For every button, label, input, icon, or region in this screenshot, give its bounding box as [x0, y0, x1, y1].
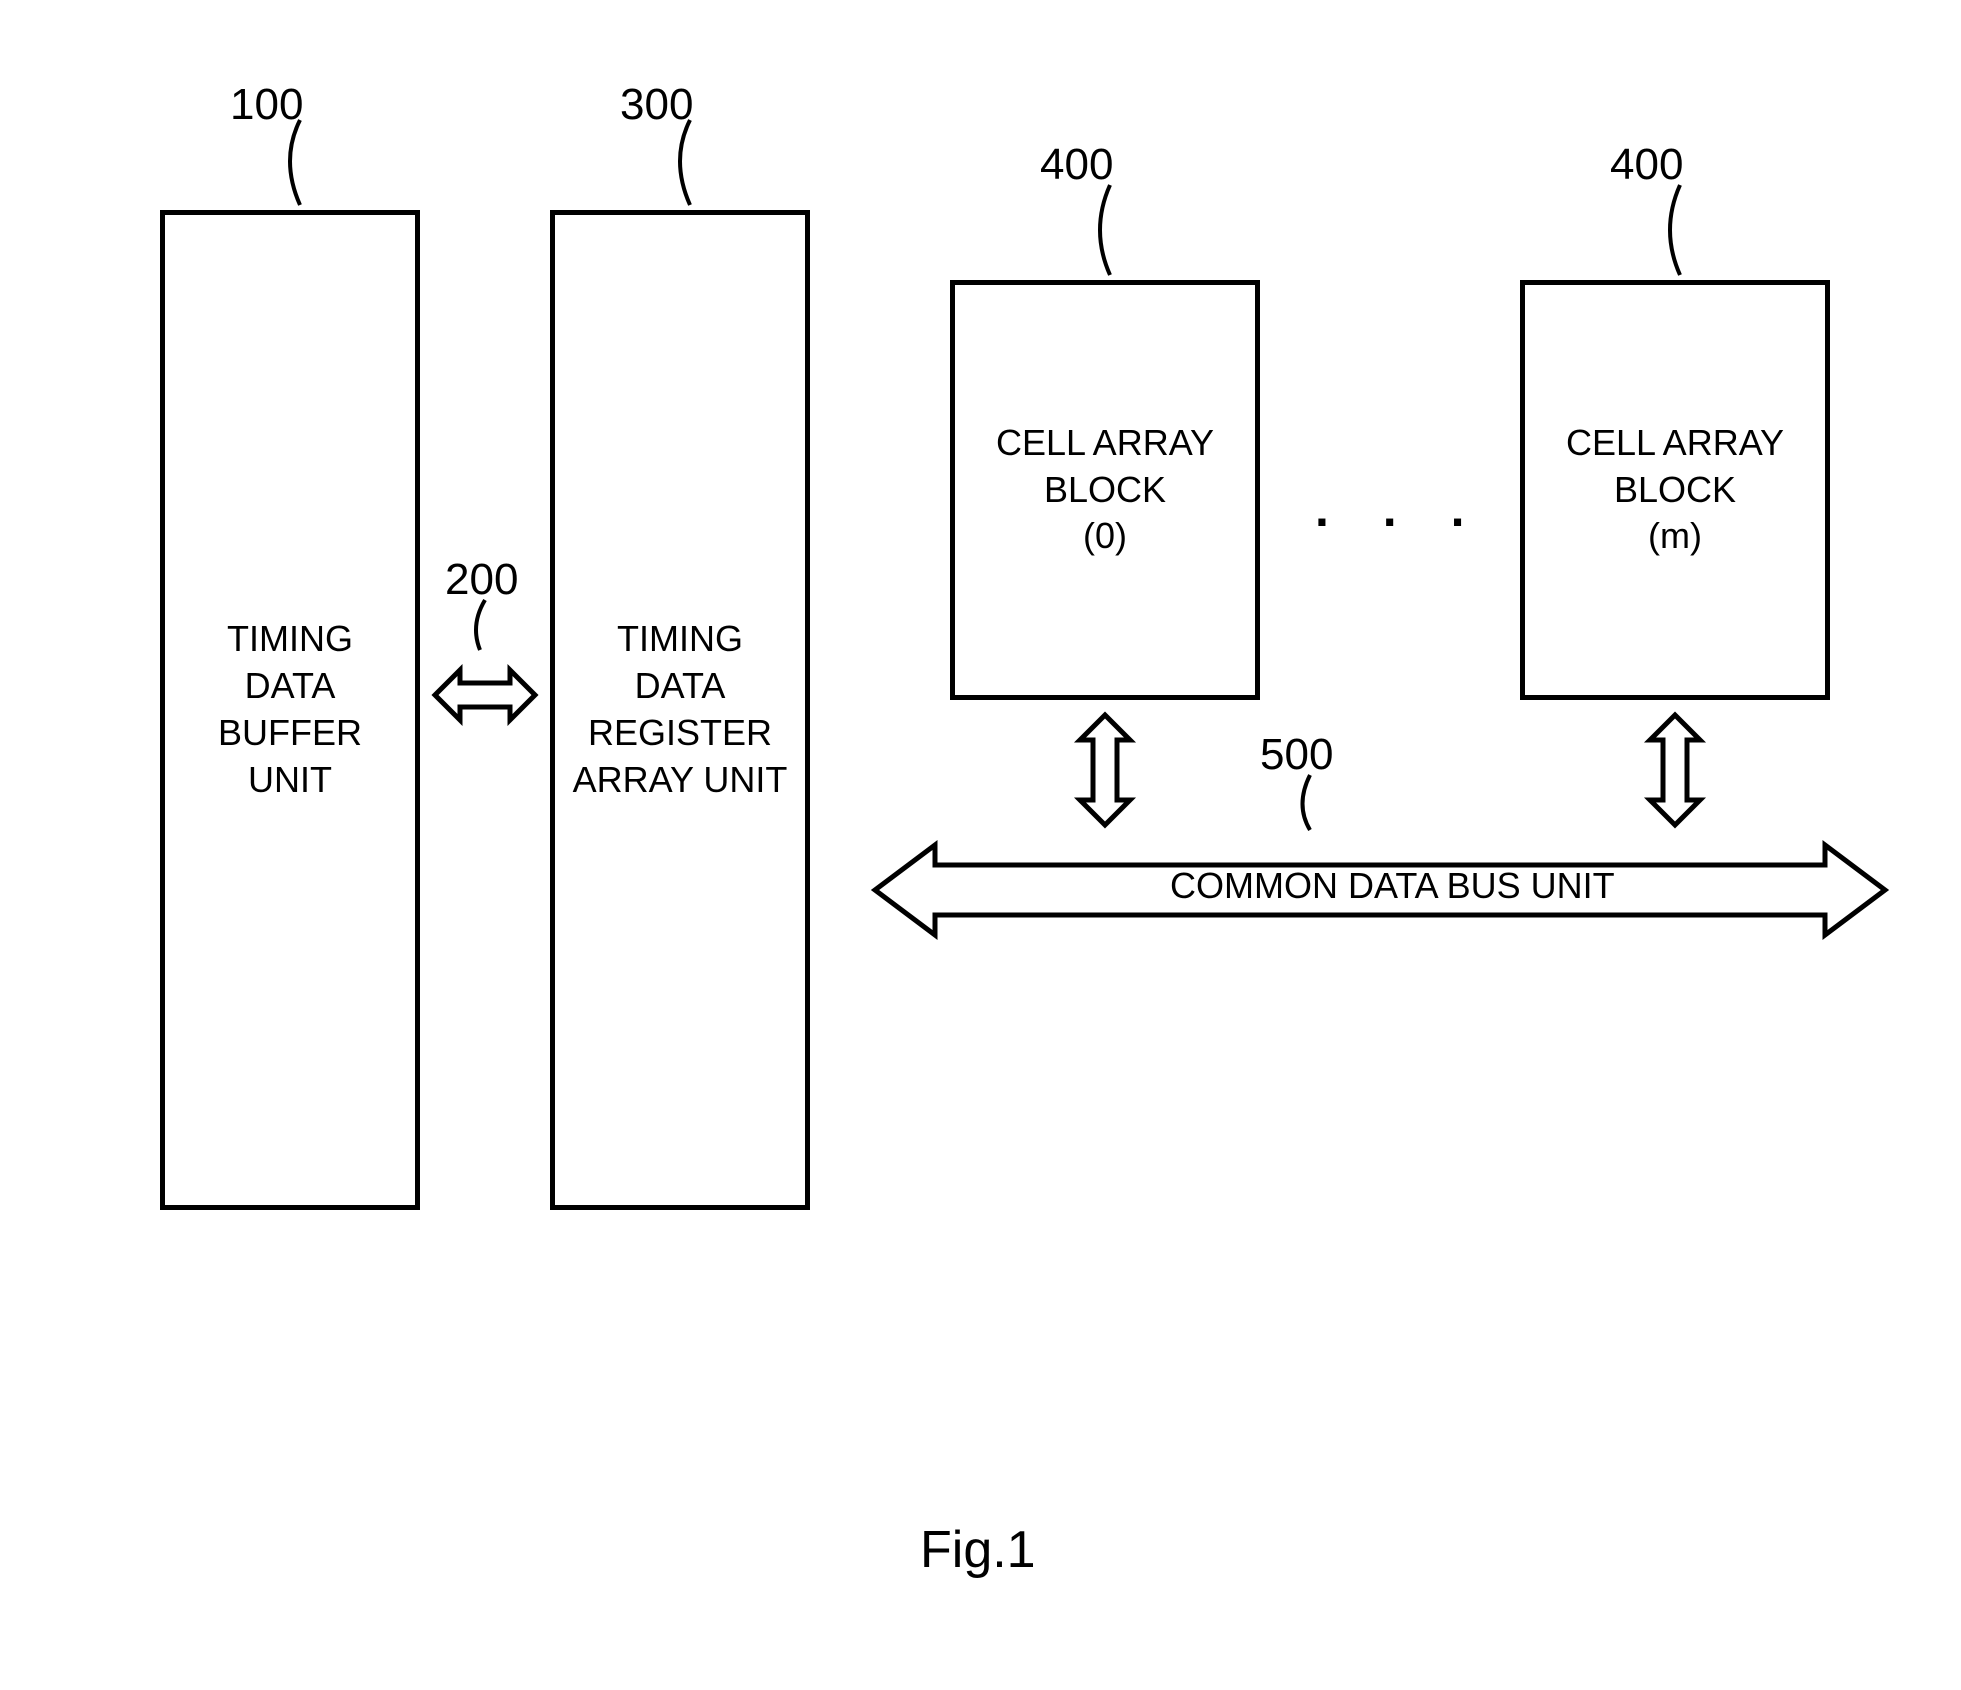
cellm-bus-arrow: [1630, 710, 1720, 830]
buf-reg-leader: [470, 600, 500, 655]
buf-reg-ref: 200: [445, 555, 518, 605]
figure-caption: Fig.1: [920, 1520, 1036, 1580]
register-label: TIMING DATA REGISTER ARRAY UNIT: [573, 616, 788, 803]
register-leader: [670, 120, 710, 210]
buffer-block: TIMING DATA BUFFER UNIT: [160, 210, 420, 1210]
cellm-ref: 400: [1610, 140, 1683, 190]
ellipsis: . . .: [1315, 480, 1484, 538]
cellm-leader: [1660, 185, 1700, 280]
cell0-block: CELL ARRAY BLOCK (0): [950, 280, 1260, 700]
cell0-ref: 400: [1040, 140, 1113, 190]
block-diagram: TIMING DATA BUFFER UNIT 100 200 TIMING D…: [160, 150, 1860, 1350]
bus-ref: 500: [1260, 730, 1333, 780]
cellm-block: CELL ARRAY BLOCK (m): [1520, 280, 1830, 700]
cell0-leader: [1090, 185, 1130, 280]
cell0-label: CELL ARRAY BLOCK (0): [996, 420, 1214, 560]
cell0-bus-arrow: [1060, 710, 1150, 830]
buffer-leader: [280, 120, 320, 210]
buffer-label: TIMING DATA BUFFER UNIT: [218, 616, 362, 803]
cellm-label: CELL ARRAY BLOCK (m): [1566, 420, 1784, 560]
bus-label: COMMON DATA BUS UNIT: [1170, 865, 1615, 907]
bus-leader: [1295, 775, 1335, 835]
register-block: TIMING DATA REGISTER ARRAY UNIT: [550, 210, 810, 1210]
buf-reg-arrow: [430, 650, 540, 740]
